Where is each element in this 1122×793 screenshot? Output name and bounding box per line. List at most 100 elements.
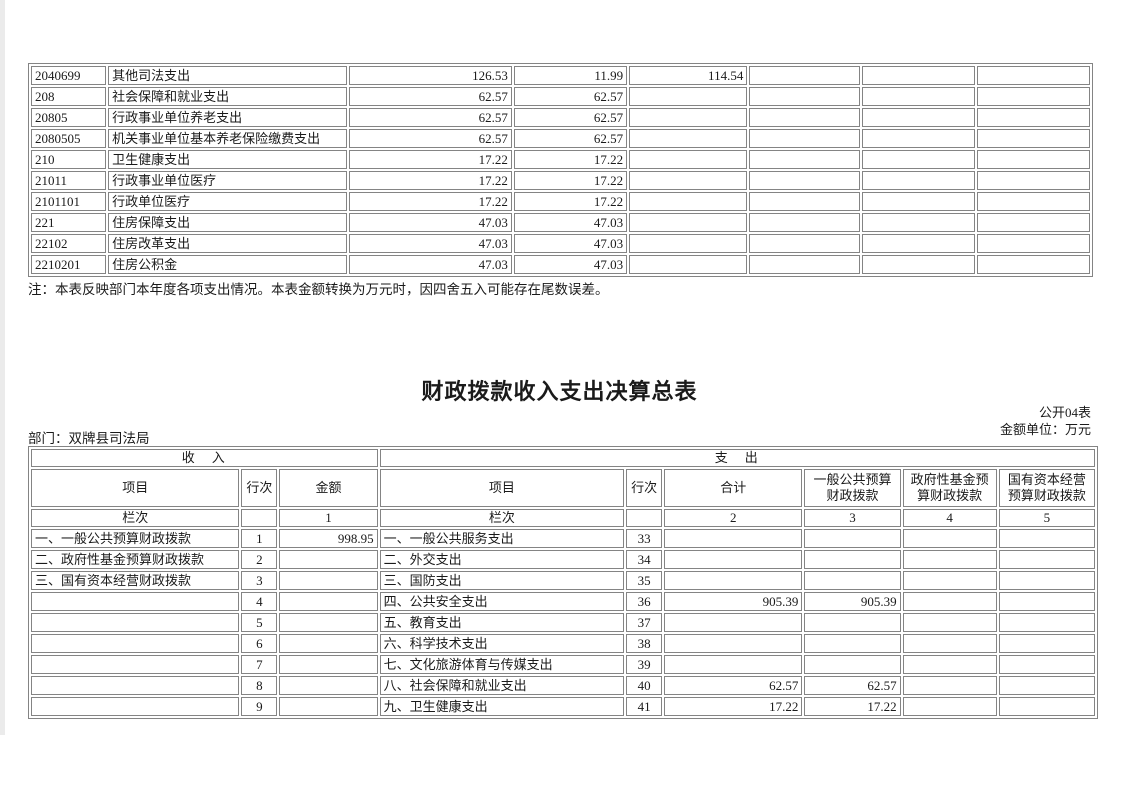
expense-rowno-cell: 33 (626, 529, 663, 548)
expense-row: 2210201 住房公积金 47.03 47.03 (31, 255, 1090, 274)
expense-empty-cell (861, 87, 975, 106)
income-item-header: 项目 (31, 469, 240, 507)
expense-empty-cell (861, 192, 975, 211)
income-rowno-cell: 6 (241, 634, 278, 653)
expense-empty-cell (861, 66, 975, 85)
summary-row: 9 九、卫生健康支出 41 17.22 17.22 (31, 697, 1095, 716)
income-item-cell (31, 697, 240, 716)
general-budget-cell: 905.39 (804, 592, 901, 611)
income-amount-cell (279, 613, 378, 632)
income-item-cell: 三、国有资本经营财政拨款 (31, 571, 240, 590)
expense-row: 2101101 行政单位医疗 17.22 17.22 (31, 192, 1090, 211)
gov-fund-cell (902, 571, 997, 590)
summary-table: 收 入 支 出 项目 行次 金额 项目 行次 合计 一般公共预算 财政拨款 政府… (28, 446, 1098, 719)
expense-row: 2080505 机关事业单位基本养老保险缴费支出 62.57 62.57 (31, 129, 1090, 148)
column-header-row: 项目 行次 金额 项目 行次 合计 一般公共预算 财政拨款 政府性基金预 算财政… (31, 469, 1095, 507)
gov-fund-cell (902, 676, 997, 695)
expense-item-cell: 行政单位医疗 (108, 192, 347, 211)
expense-rowno-cell: 37 (626, 613, 663, 632)
expense-amount-cell (629, 234, 748, 253)
income-item-cell: 一、一般公共预算财政拨款 (31, 529, 240, 548)
income-rowno-cell: 7 (241, 655, 278, 674)
expense-item-cell: 一、一般公共服务支出 (379, 529, 625, 548)
expense-code-cell: 2101101 (31, 192, 107, 211)
income-amount-cell (279, 655, 378, 674)
column-number-cell: 5 (998, 509, 1095, 527)
expense-item-cell: 九、卫生健康支出 (379, 697, 625, 716)
income-rowno-cell: 9 (241, 697, 278, 716)
expense-code-cell: 22102 (31, 234, 107, 253)
expense-item-cell: 行政事业单位养老支出 (108, 108, 347, 127)
expense-empty-cell (749, 150, 860, 169)
expense-empty-cell (749, 108, 860, 127)
expense-amount-cell: 62.57 (348, 87, 512, 106)
general-budget-cell (804, 571, 901, 590)
expense-amount-cell: 17.22 (348, 192, 512, 211)
expense-empty-cell (861, 129, 975, 148)
expense-rowno-header: 行次 (626, 469, 663, 507)
expense-item-cell: 其他司法支出 (108, 66, 347, 85)
general-budget-cell (804, 613, 901, 632)
expense-amount-cell: 17.22 (513, 171, 628, 190)
expense-amount-cell: 62.57 (513, 129, 628, 148)
expense-empty-cell (861, 213, 975, 232)
expense-total-cell (664, 613, 803, 632)
general-budget-cell: 62.57 (804, 676, 901, 695)
state-capital-cell (998, 613, 1095, 632)
expense-item-cell: 三、国防支出 (379, 571, 625, 590)
lanci-empty-cell (241, 509, 278, 527)
expense-amount-cell: 47.03 (348, 213, 512, 232)
expense-total-cell: 905.39 (664, 592, 803, 611)
lanci-empty-cell (626, 509, 663, 527)
expense-code-cell: 2210201 (31, 255, 107, 274)
expense-total-cell (664, 550, 803, 569)
gov-fund-cell (902, 634, 997, 653)
income-item-cell: 二、政府性基金预算财政拨款 (31, 550, 240, 569)
gov-fund-cell (902, 529, 997, 548)
expense-amount-cell: 62.57 (348, 108, 512, 127)
lanci-cell: 栏次 (379, 509, 625, 527)
summary-row: 4 四、公共安全支出 36 905.39 905.39 (31, 592, 1095, 611)
expense-amount-cell: 47.03 (348, 234, 512, 253)
summary-row: 一、一般公共预算财政拨款 1 998.95 一、一般公共服务支出 33 (31, 529, 1095, 548)
expense-empty-cell (861, 171, 975, 190)
expense-empty-cell (861, 108, 975, 127)
expense-total-cell: 17.22 (664, 697, 803, 716)
expense-amount-cell: 17.22 (348, 171, 512, 190)
expense-amount-cell: 126.53 (348, 66, 512, 85)
expense-amount-cell (629, 171, 748, 190)
expense-amount-cell (629, 87, 748, 106)
expense-empty-cell (976, 192, 1090, 211)
expense-total-cell: 62.57 (664, 676, 803, 695)
general-budget-cell (804, 655, 901, 674)
expense-item-cell: 六、科学技术支出 (379, 634, 625, 653)
expense-total-cell (664, 571, 803, 590)
expense-code-cell: 21011 (31, 171, 107, 190)
expense-amount-cell: 17.22 (348, 150, 512, 169)
column-number-cell: 2 (664, 509, 803, 527)
expense-item-cell: 八、社会保障和就业支出 (379, 676, 625, 695)
income-amount-header: 金额 (279, 469, 378, 507)
expense-amount-cell: 62.57 (513, 108, 628, 127)
expense-item-header: 项目 (379, 469, 625, 507)
column-number-cell: 1 (279, 509, 378, 527)
gov-fund-cell (902, 655, 997, 674)
meta-right-block: 公开04表 金额单位：万元 (28, 404, 1091, 438)
expense-empty-cell (749, 255, 860, 274)
expense-total-cell (664, 529, 803, 548)
expense-item-cell: 五、教育支出 (379, 613, 625, 632)
expense-amount-cell (629, 150, 748, 169)
expense-empty-cell (861, 255, 975, 274)
general-budget-cell (804, 529, 901, 548)
expense-amount-cell: 62.57 (348, 129, 512, 148)
expense-total-cell (664, 655, 803, 674)
expense-rowno-cell: 40 (626, 676, 663, 695)
expense-item-cell: 行政事业单位医疗 (108, 171, 347, 190)
income-rowno-cell: 5 (241, 613, 278, 632)
income-section-header: 收 入 (31, 449, 378, 467)
expense-empty-cell (976, 129, 1090, 148)
income-amount-cell (279, 550, 378, 569)
amount-unit-label: 金额单位：万元 (999, 422, 1091, 437)
expense-empty-cell (976, 171, 1090, 190)
expense-empty-cell (976, 150, 1090, 169)
